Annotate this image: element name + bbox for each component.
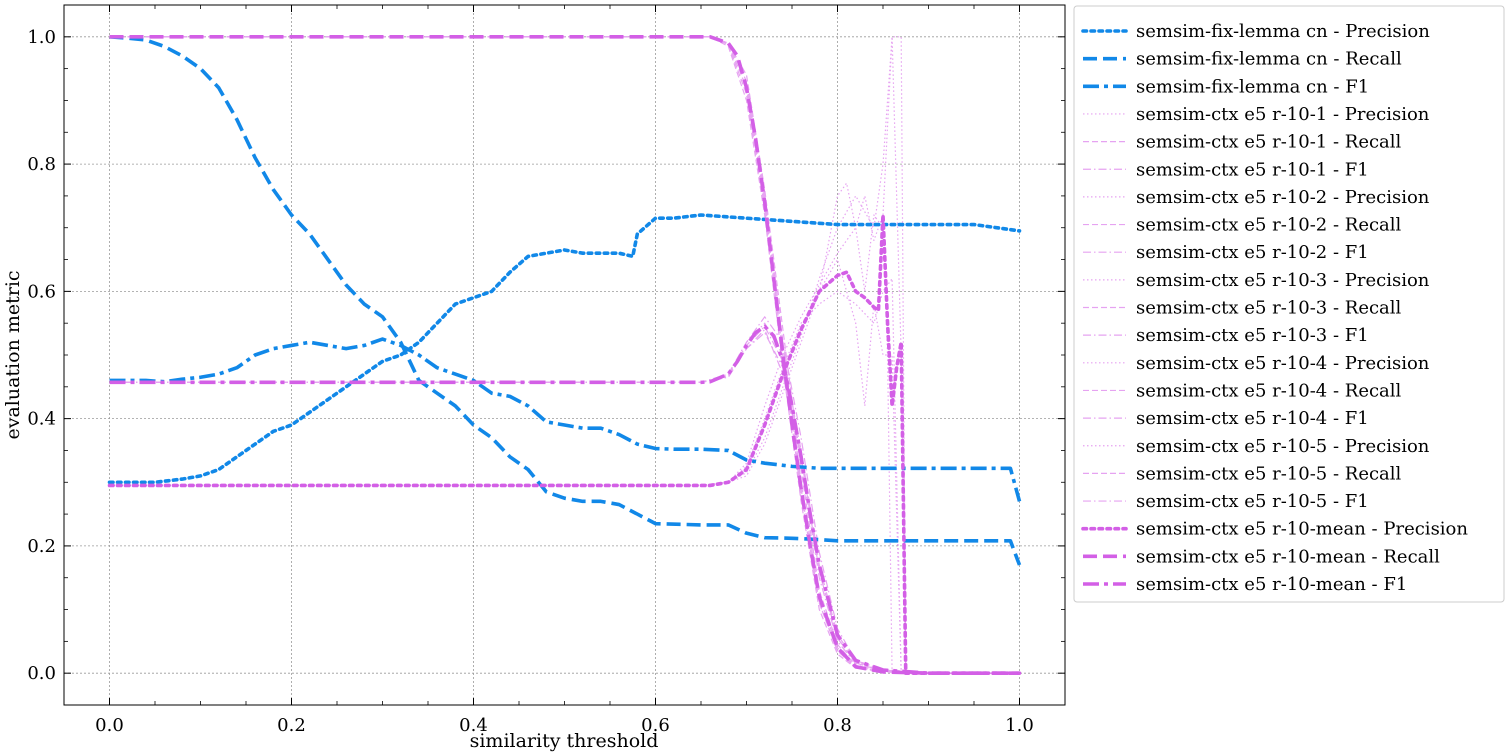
legend-label-7: semsim-ctx e5 r-10-2 - Recall	[1136, 215, 1402, 236]
legend-label-11: semsim-ctx e5 r-10-3 - F1	[1136, 325, 1369, 346]
series-line-1	[109, 35, 1022, 566]
legend-label-4: semsim-ctx e5 r-10-1 - Recall	[1136, 132, 1402, 153]
legend: semsim-fix-lemma cn - Precision semsim-fi…	[1073, 5, 1505, 603]
x-tick-label: 0.0	[95, 715, 124, 736]
series-line-18	[107, 213, 1022, 675]
x-axis-label: similarity threshold	[470, 730, 659, 752]
series-line-9	[109, 258, 1020, 674]
series-line-20	[109, 324, 1020, 675]
x-tick-label: 0.8	[823, 715, 852, 736]
x-tick-label: 1.0	[1005, 715, 1034, 736]
series-line-0	[107, 213, 1022, 485]
legend-label-13: semsim-ctx e5 r-10-4 - Recall	[1136, 380, 1402, 401]
series-line-13	[109, 36, 1020, 674]
legend-label-6: semsim-ctx e5 r-10-2 - Precision	[1136, 187, 1430, 208]
series-line-14	[109, 316, 1020, 674]
legend-label-10: semsim-ctx e5 r-10-3 - Recall	[1136, 298, 1402, 319]
legend-box	[1073, 5, 1505, 603]
x-tick-label: 0.6	[641, 715, 670, 736]
grid-lines	[64, 5, 1065, 705]
legend-label-17: semsim-ctx e5 r-10-5 - F1	[1136, 491, 1369, 512]
axis-ticks: 0.0 0.2 0.4 0.6 0.8 1.0 0.0 0.2 0.4 0.6 0.8 1.0	[27, 5, 1065, 736]
legend-label-20: semsim-ctx e5 r-10-mean - F1	[1136, 574, 1407, 595]
y-tick-label: 0.6	[27, 281, 56, 302]
y-tick-label: 0.4	[27, 409, 56, 430]
series-line-4	[109, 36, 1020, 674]
y-tick-label: 0.8	[27, 154, 56, 175]
legend-label-1: semsim-fix-lemma cn - Recall	[1136, 49, 1402, 70]
x-tick-label: 0.2	[277, 715, 306, 736]
y-tick-label: 1.0	[27, 27, 56, 48]
series-line-12	[109, 278, 1020, 674]
series-line-2	[109, 337, 1022, 502]
legend-label-3: semsim-ctx e5 r-10-1 - Precision	[1136, 104, 1430, 125]
legend-label-8: semsim-ctx e5 r-10-2 - F1	[1136, 242, 1369, 263]
y-tick-label: 0.0	[27, 663, 56, 684]
legend-label-19: semsim-ctx e5 r-10-mean - Recall	[1136, 546, 1440, 567]
legend-label-2: semsim-fix-lemma cn - F1	[1136, 76, 1369, 97]
series-line-16	[109, 36, 1020, 674]
plot-frame	[63, 4, 1066, 706]
legend-label-9: semsim-ctx e5 r-10-3 - Precision	[1136, 270, 1430, 291]
series-layer	[107, 35, 1022, 675]
series-line-19	[109, 35, 1020, 675]
x-tick-label: 0.4	[459, 715, 488, 736]
legend-label-18: semsim-ctx e5 r-10-mean - Precision	[1136, 519, 1468, 540]
legend-label-5: semsim-ctx e5 r-10-1 - F1	[1136, 159, 1369, 180]
legend-label-16: semsim-ctx e5 r-10-5 - Recall	[1136, 463, 1402, 484]
legend-label-0: semsim-fix-lemma cn - Precision	[1136, 21, 1430, 42]
y-axis-label: evaluation metric	[2, 270, 24, 439]
series-line-15	[109, 36, 1020, 674]
y-tick-label: 0.2	[27, 536, 56, 557]
series-line-7	[109, 36, 1020, 674]
legend-label-12: semsim-ctx e5 r-10-4 - Precision	[1136, 353, 1430, 374]
series-line-3	[109, 36, 1020, 674]
legend-label-15: semsim-ctx e5 r-10-5 - Precision	[1136, 436, 1430, 457]
series-line-10	[109, 36, 1020, 674]
legend-label-14: semsim-ctx e5 r-10-4 - F1	[1136, 408, 1369, 429]
